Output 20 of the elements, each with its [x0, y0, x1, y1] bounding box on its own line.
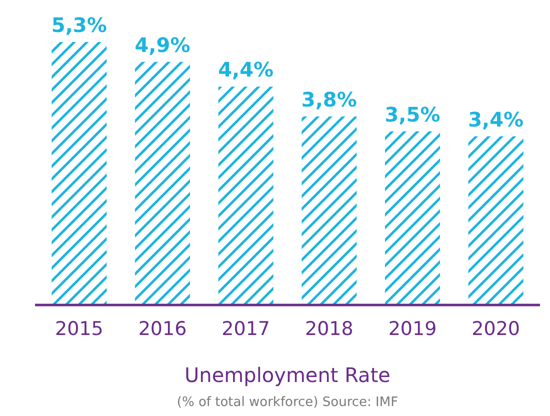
x-tick-label: 2018: [304, 318, 354, 340]
bar: [52, 42, 107, 305]
text: (% of total workforce) Source: IMF: [176, 395, 398, 410]
bar: [468, 136, 524, 305]
bar: [385, 131, 440, 305]
x-tick-label: 2016: [138, 318, 187, 340]
data-label: 3,8%: [301, 87, 357, 112]
x-tick-label: 2019: [388, 318, 437, 340]
data-label: 3,5%: [384, 102, 440, 126]
bar: [135, 62, 190, 305]
x-tick-label: 2015: [54, 318, 104, 340]
x-tick-label: 2020: [472, 318, 520, 340]
data-label: 4,9%: [134, 32, 190, 57]
text: Unemployment Rate: [184, 363, 390, 387]
x-tick-label: 2017: [222, 318, 270, 340]
data-label: 4,4%: [218, 58, 274, 82]
data-label: 5,3%: [51, 13, 107, 37]
bar: [302, 116, 357, 305]
data-label: 3,4%: [468, 107, 524, 132]
bar: [218, 86, 274, 305]
